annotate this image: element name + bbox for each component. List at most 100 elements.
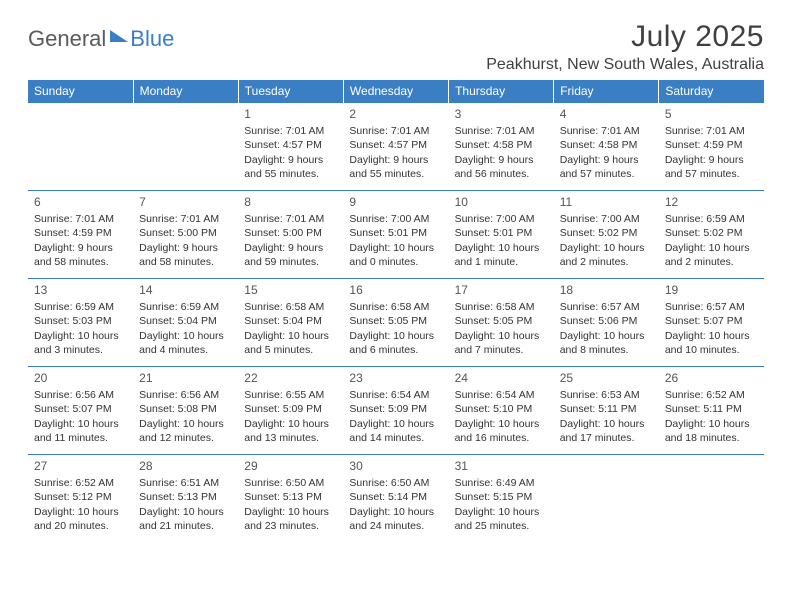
calendar-day-cell: 18Sunrise: 6:57 AMSunset: 5:06 PMDayligh… xyxy=(554,279,659,367)
day-number: 21 xyxy=(139,370,232,386)
daylight-text: Daylight: 10 hours and 25 minutes. xyxy=(455,505,548,533)
calendar-day-cell: 30Sunrise: 6:50 AMSunset: 5:14 PMDayligh… xyxy=(343,455,448,543)
daylight-text: Daylight: 9 hours and 57 minutes. xyxy=(665,153,758,181)
calendar-day-cell: 12Sunrise: 6:59 AMSunset: 5:02 PMDayligh… xyxy=(659,191,764,279)
sunset-text: Sunset: 4:58 PM xyxy=(455,138,548,152)
daylight-text: Daylight: 10 hours and 7 minutes. xyxy=(455,329,548,357)
sunset-text: Sunset: 5:05 PM xyxy=(455,314,548,328)
daylight-text: Daylight: 10 hours and 10 minutes. xyxy=(665,329,758,357)
sunrise-text: Sunrise: 7:01 AM xyxy=(349,124,442,138)
calendar-day-cell: 29Sunrise: 6:50 AMSunset: 5:13 PMDayligh… xyxy=(238,455,343,543)
sunrise-text: Sunrise: 6:54 AM xyxy=(455,388,548,402)
daylight-text: Daylight: 9 hours and 57 minutes. xyxy=(560,153,653,181)
day-header: Friday xyxy=(554,80,659,103)
title-block: July 2025 Peakhurst, New South Wales, Au… xyxy=(486,20,764,74)
month-title: July 2025 xyxy=(486,20,764,54)
brand-part1: General xyxy=(28,26,106,52)
calendar-day-cell: 23 Sunrise: 6:54 AMSunset: 5:09 PMDayligh… xyxy=(343,367,448,455)
daylight-text: Daylight: 10 hours and 20 minutes. xyxy=(34,505,127,533)
day-number: 11 xyxy=(560,194,653,210)
sunset-text: Sunset: 5:04 PM xyxy=(244,314,337,328)
calendar-day-cell: 24Sunrise: 6:54 AMSunset: 5:10 PMDayligh… xyxy=(449,367,554,455)
calendar-day-cell xyxy=(28,103,133,191)
daylight-text: Daylight: 9 hours and 58 minutes. xyxy=(34,241,127,269)
sunset-text: Sunset: 4:58 PM xyxy=(560,138,653,152)
daylight-text: Daylight: 10 hours and 0 minutes. xyxy=(349,241,442,269)
day-number: 14 xyxy=(139,282,232,298)
calendar-day-cell: 26Sunrise: 6:52 AMSunset: 5:11 PMDayligh… xyxy=(659,367,764,455)
day-number: 28 xyxy=(139,458,232,474)
day-number: 23 xyxy=(349,370,442,386)
daylight-text: Daylight: 10 hours and 14 minutes. xyxy=(349,417,442,445)
calendar-day-cell: 5Sunrise: 7:01 AMSunset: 4:59 PMDaylight… xyxy=(659,103,764,191)
sunrise-text: Sunrise: 6:57 AM xyxy=(665,300,758,314)
daylight-text: Daylight: 10 hours and 5 minutes. xyxy=(244,329,337,357)
calendar-day-cell: 14Sunrise: 6:59 AMSunset: 5:04 PMDayligh… xyxy=(133,279,238,367)
sunrise-text: Sunrise: 6:53 AM xyxy=(560,388,653,402)
calendar-day-cell: 8Sunrise: 7:01 AMSunset: 5:00 PMDaylight… xyxy=(238,191,343,279)
sunrise-text: Sunrise: 6:50 AM xyxy=(244,476,337,490)
sunset-text: Sunset: 5:01 PM xyxy=(349,226,442,240)
day-number: 2 xyxy=(349,106,442,122)
daylight-text: Daylight: 10 hours and 1 minute. xyxy=(455,241,548,269)
sunrise-text: Sunrise: 6:49 AM xyxy=(455,476,548,490)
calendar-day-cell: 19Sunrise: 6:57 AMSunset: 5:07 PMDayligh… xyxy=(659,279,764,367)
daylight-text: Daylight: 10 hours and 24 minutes. xyxy=(349,505,442,533)
sunrise-text: Sunrise: 6:58 AM xyxy=(455,300,548,314)
calendar-day-cell: 2Sunrise: 7:01 AMSunset: 4:57 PMDaylight… xyxy=(343,103,448,191)
sunrise-text: Sunrise: 7:01 AM xyxy=(244,212,337,226)
daylight-text: Daylight: 9 hours and 58 minutes. xyxy=(139,241,232,269)
day-number: 18 xyxy=(560,282,653,298)
calendar-table: Sunday Monday Tuesday Wednesday Thursday… xyxy=(28,80,764,543)
sunrise-text: Sunrise: 7:00 AM xyxy=(560,212,653,226)
sunrise-text: Sunrise: 6:54 AM xyxy=(349,388,442,402)
day-number: 19 xyxy=(665,282,758,298)
sunset-text: Sunset: 4:57 PM xyxy=(244,138,337,152)
sunset-text: Sunset: 5:12 PM xyxy=(34,490,127,504)
sunrise-text: Sunrise: 7:01 AM xyxy=(560,124,653,138)
calendar-day-cell: 1Sunrise: 7:01 AMSunset: 4:57 PMDaylight… xyxy=(238,103,343,191)
sunset-text: Sunset: 5:09 PM xyxy=(349,402,442,416)
calendar-day-cell: 27Sunrise: 6:52 AMSunset: 5:12 PMDayligh… xyxy=(28,455,133,543)
sunset-text: Sunset: 5:11 PM xyxy=(560,402,653,416)
day-header: Tuesday xyxy=(238,80,343,103)
sunset-text: Sunset: 5:02 PM xyxy=(560,226,653,240)
daylight-text: Daylight: 10 hours and 4 minutes. xyxy=(139,329,232,357)
sunset-text: Sunset: 5:05 PM xyxy=(349,314,442,328)
sunrise-text: Sunrise: 7:01 AM xyxy=(244,124,337,138)
daylight-text: Daylight: 10 hours and 8 minutes. xyxy=(560,329,653,357)
calendar-day-cell: 13Sunrise: 6:59 AMSunset: 5:03 PMDayligh… xyxy=(28,279,133,367)
sunrise-text: Sunrise: 6:55 AM xyxy=(244,388,337,402)
day-number: 26 xyxy=(665,370,758,386)
calendar-day-cell: 7Sunrise: 7:01 AMSunset: 5:00 PMDaylight… xyxy=(133,191,238,279)
sunset-text: Sunset: 5:10 PM xyxy=(455,402,548,416)
daylight-text: Daylight: 10 hours and 11 minutes. xyxy=(34,417,127,445)
day-header: Monday xyxy=(133,80,238,103)
calendar-week-row: 20Sunrise: 6:56 AMSunset: 5:07 PMDayligh… xyxy=(28,367,764,455)
calendar-day-cell: 6Sunrise: 7:01 AMSunset: 4:59 PMDaylight… xyxy=(28,191,133,279)
sunset-text: Sunset: 5:02 PM xyxy=(665,226,758,240)
day-header: Saturday xyxy=(659,80,764,103)
sunset-text: Sunset: 5:13 PM xyxy=(139,490,232,504)
day-number: 27 xyxy=(34,458,127,474)
day-header: Sunday xyxy=(28,80,133,103)
daylight-text: Daylight: 10 hours and 2 minutes. xyxy=(560,241,653,269)
calendar-day-cell: 16Sunrise: 6:58 AMSunset: 5:05 PMDayligh… xyxy=(343,279,448,367)
day-number: 30 xyxy=(349,458,442,474)
day-header: Thursday xyxy=(449,80,554,103)
sunset-text: Sunset: 5:09 PM xyxy=(244,402,337,416)
day-number: 15 xyxy=(244,282,337,298)
sunset-text: Sunset: 5:14 PM xyxy=(349,490,442,504)
day-number: 3 xyxy=(455,106,548,122)
daylight-text: Daylight: 10 hours and 12 minutes. xyxy=(139,417,232,445)
sunset-text: Sunset: 5:03 PM xyxy=(34,314,127,328)
daylight-text: Daylight: 10 hours and 2 minutes. xyxy=(665,241,758,269)
calendar-day-cell: 11 Sunrise: 7:00 AMSunset: 5:02 PMDayligh… xyxy=(554,191,659,279)
sunrise-text: Sunrise: 7:00 AM xyxy=(349,212,442,226)
daylight-text: Daylight: 10 hours and 23 minutes. xyxy=(244,505,337,533)
calendar-day-cell xyxy=(554,455,659,543)
daylight-text: Daylight: 10 hours and 21 minutes. xyxy=(139,505,232,533)
daylight-text: Daylight: 9 hours and 55 minutes. xyxy=(349,153,442,181)
sunrise-text: Sunrise: 7:01 AM xyxy=(665,124,758,138)
sunrise-text: Sunrise: 6:59 AM xyxy=(139,300,232,314)
